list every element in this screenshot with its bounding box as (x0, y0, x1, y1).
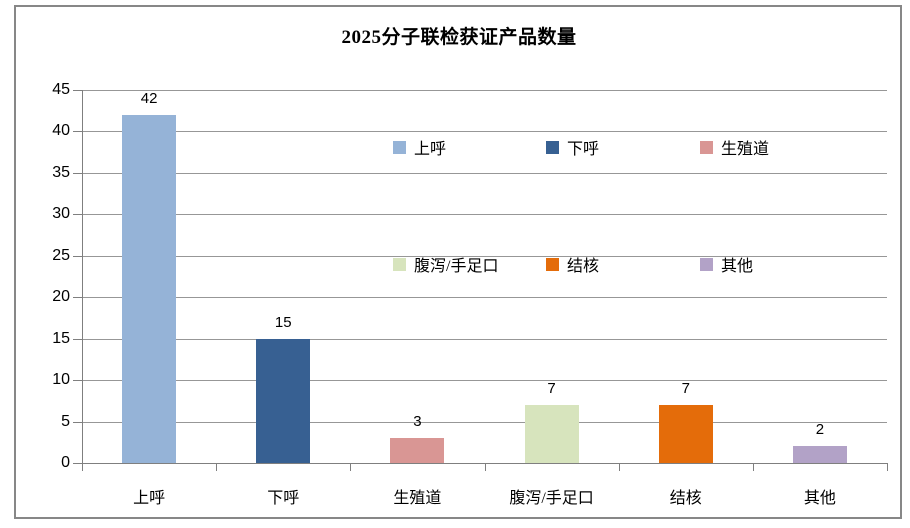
y-axis-tick-label: 40 (52, 122, 70, 140)
legend-swatch (700, 257, 713, 271)
legend-label: 下呼 (567, 141, 600, 158)
legend-label: 生殖道 (721, 141, 770, 158)
x-axis-label: 其他 (803, 490, 836, 507)
legend-item: 生殖道 (700, 138, 770, 158)
bar-value-label: 2 (815, 421, 825, 439)
y-axis-tick (73, 255, 82, 257)
x-axis-tick (484, 463, 486, 471)
x-axis (73, 463, 887, 464)
chart-title: 2025分子联检获证产品数量 (341, 27, 577, 48)
gridline (82, 338, 887, 340)
bar-value-label: 15 (274, 313, 292, 331)
legend-label: 其他 (721, 258, 754, 275)
legend-item: 其他 (700, 255, 754, 275)
y-axis-tick (73, 380, 82, 382)
bar-value-label: 42 (140, 89, 158, 107)
y-axis-tick (73, 297, 82, 299)
x-axis-tick (82, 463, 83, 471)
bar-其他 (792, 446, 847, 463)
y-axis-tick (73, 214, 82, 216)
gridline (82, 90, 887, 91)
y-axis-tick-label: 15 (52, 329, 70, 347)
bar-value-label: 3 (413, 413, 422, 431)
legend-label: 上呼 (414, 141, 447, 158)
gridline (82, 380, 887, 382)
legend-item: 结核 (546, 255, 600, 275)
legend-swatch (546, 140, 559, 154)
legend-item: 下呼 (546, 138, 600, 158)
bar-生殖道 (390, 438, 445, 463)
y-axis-tick-label: 35 (52, 163, 70, 181)
x-axis-label: 生殖道 (393, 490, 442, 507)
legend-item: 上呼 (393, 138, 447, 158)
bar-上呼 (122, 114, 177, 463)
x-axis-label: 下呼 (267, 490, 300, 507)
x-axis-tick (216, 463, 218, 471)
bar-下呼 (256, 338, 311, 463)
x-axis-label: 结核 (669, 490, 702, 507)
x-axis-tick (887, 463, 888, 471)
x-axis-tick (350, 463, 352, 471)
x-axis-tick (752, 463, 754, 471)
y-axis-tick (73, 338, 82, 340)
legend-swatch (393, 257, 406, 271)
y-axis (82, 90, 83, 471)
legend-label: 腹泻/手足口 (414, 258, 499, 275)
x-axis-label: 上呼 (133, 490, 166, 507)
gridline (82, 131, 887, 133)
y-axis-tick-label: 20 (52, 288, 70, 306)
gridline (82, 255, 887, 257)
legend-label: 结核 (567, 258, 600, 275)
legend-swatch (546, 257, 559, 271)
x-axis-tick (618, 463, 620, 471)
legend-swatch (393, 140, 406, 154)
y-axis-tick-label: 5 (61, 412, 70, 430)
gridline (82, 172, 887, 174)
y-axis-tick (73, 172, 82, 174)
y-axis-tick-label: 45 (52, 81, 70, 98)
bar-value-label: 7 (547, 379, 556, 397)
y-axis-tick-label: 25 (52, 246, 70, 264)
y-axis-tick-label: 0 (61, 454, 70, 471)
legend-item: 腹泻/手足口 (393, 255, 499, 275)
y-axis-tick-label: 10 (52, 371, 70, 389)
y-axis-tick (73, 131, 82, 133)
bar-value-label: 7 (681, 379, 690, 397)
y-axis-tick-label: 30 (52, 205, 70, 223)
legend-swatch (700, 140, 713, 154)
y-axis-tick (73, 90, 82, 91)
gridline (82, 214, 887, 216)
x-axis-label: 腹泻/手足口 (509, 490, 594, 507)
gridline (82, 421, 887, 423)
gridline (82, 297, 887, 299)
y-axis-tick (73, 421, 82, 423)
bar-结核 (658, 404, 713, 463)
bar-腹泻/手足口 (524, 404, 579, 463)
